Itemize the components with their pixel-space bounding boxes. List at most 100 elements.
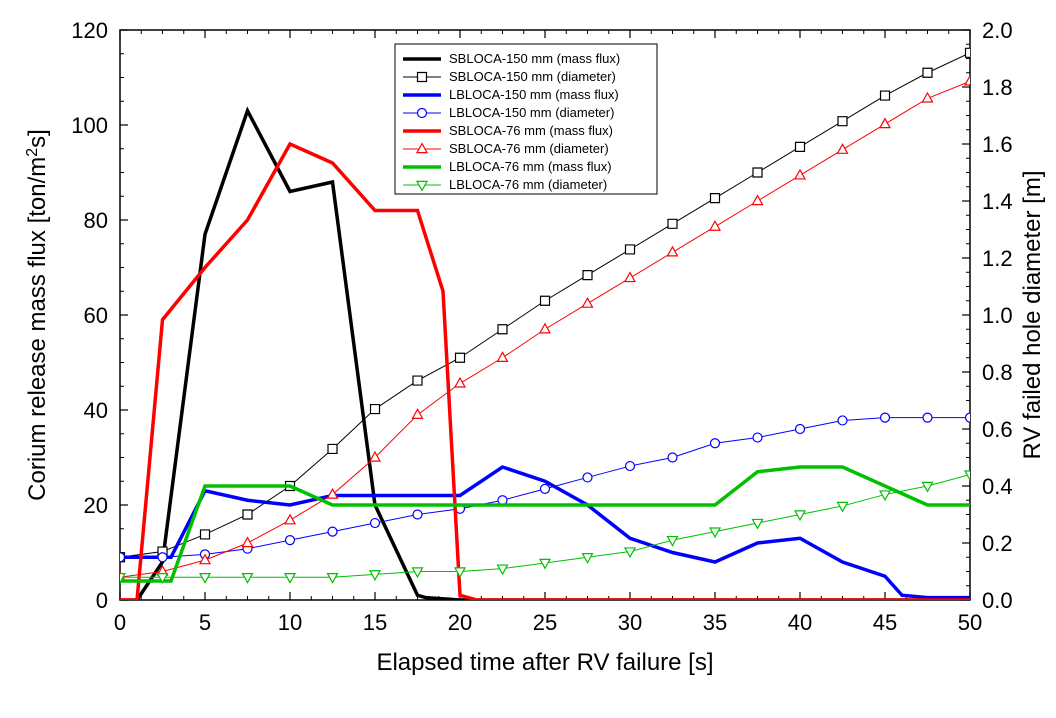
- y-right-tick-label: 0.8: [982, 360, 1013, 385]
- marker: [966, 413, 975, 422]
- legend-label: LBLOCA-76 mm (mass flux): [449, 159, 612, 174]
- marker: [583, 271, 592, 280]
- marker: [626, 245, 635, 254]
- marker: [285, 574, 295, 583]
- marker: [880, 119, 890, 128]
- marker: [541, 296, 550, 305]
- x-tick-label: 30: [618, 610, 642, 635]
- x-axis-label: Elapsed time after RV failure [s]: [376, 649, 713, 676]
- y-left-tick-label: 40: [84, 398, 108, 423]
- marker: [328, 489, 338, 498]
- marker: [583, 473, 592, 482]
- marker: [923, 68, 932, 77]
- marker: [668, 453, 677, 462]
- chart-container: 0 5 10 15 20 25 30 35 40 45 50 0 20 40 60 80 100 120 0.0 0.…: [0, 0, 1056, 718]
- chart-svg: 0 5 10 15 20 25 30 35 40 45 50 0 20 40 60 80 100 120 0.0 0.…: [0, 0, 1056, 718]
- x-tick-label: 0: [114, 610, 126, 635]
- y-left-tick-label: 80: [84, 208, 108, 233]
- y-right-tick-label: 0.0: [982, 588, 1013, 613]
- y-right-tick-label: 1.6: [982, 132, 1013, 157]
- marker: [881, 91, 890, 100]
- y-right-tick-label: 2.0: [982, 18, 1013, 43]
- marker: [796, 142, 805, 151]
- legend-label: SBLOCA-150 mm (mass flux): [449, 51, 620, 66]
- marker: [711, 194, 720, 203]
- y-right-axis-label: RV failed hole diameter [m]: [1019, 170, 1046, 459]
- marker: [711, 439, 720, 448]
- marker: [371, 405, 380, 414]
- legend-label: LBLOCA-150 mm (mass flux): [449, 87, 619, 102]
- marker: [201, 530, 210, 539]
- y-left-axis-label: Corium release mass flux [ton/m2s]: [24, 129, 52, 501]
- marker: [795, 170, 805, 179]
- marker: [668, 219, 677, 228]
- y-right-tick-label: 1.4: [982, 189, 1013, 214]
- marker: [328, 527, 337, 536]
- x-tick-label: 25: [533, 610, 557, 635]
- marker: [626, 462, 635, 471]
- legend-label: LBLOCA-76 mm (diameter): [449, 177, 607, 192]
- x-tick-label: 35: [703, 610, 727, 635]
- marker: [456, 353, 465, 362]
- marker: [753, 196, 763, 205]
- marker: [116, 553, 125, 562]
- legend-label: SBLOCA-150 mm (diameter): [449, 69, 616, 84]
- marker: [328, 444, 337, 453]
- marker: [371, 519, 380, 528]
- x-tick-label: 40: [788, 610, 812, 635]
- x-tick-label: 50: [958, 610, 982, 635]
- y-left-tick-label: 60: [84, 303, 108, 328]
- marker: [455, 378, 465, 387]
- marker: [413, 510, 422, 519]
- legend-label: LBLOCA-150 mm (diameter): [449, 105, 614, 120]
- legend-label: SBLOCA-76 mm (mass flux): [449, 123, 613, 138]
- marker: [838, 117, 847, 126]
- marker: [541, 484, 550, 493]
- marker: [625, 273, 635, 282]
- x-tick-label: 20: [448, 610, 472, 635]
- marker: [838, 416, 847, 425]
- y-left-tick-label: 0: [96, 588, 108, 613]
- x-tick-label: 45: [873, 610, 897, 635]
- marker: [498, 352, 508, 361]
- legend: SBLOCA-150 mm (mass flux) SBLOCA-150 mm (…: [395, 44, 657, 194]
- x-tick-label: 15: [363, 610, 387, 635]
- y-right-tick-label: 1.8: [982, 75, 1013, 100]
- marker: [838, 144, 848, 153]
- y-right-tick-label: 0.6: [982, 417, 1013, 442]
- marker: [413, 568, 423, 577]
- marker: [923, 413, 932, 422]
- marker: [455, 568, 465, 577]
- marker: [158, 553, 167, 562]
- marker: [498, 565, 508, 574]
- marker: [200, 574, 210, 583]
- x-tick-label: 10: [278, 610, 302, 635]
- y-right-tick-label: 1.0: [982, 303, 1013, 328]
- marker: [966, 48, 975, 57]
- y-left-tick-label: 100: [71, 113, 108, 138]
- y-left-tick-label: 120: [71, 18, 108, 43]
- y-right-tick-label: 0.4: [982, 474, 1013, 499]
- series-sbloca76_flux: [120, 144, 970, 600]
- marker: [285, 515, 295, 524]
- y-right-tick-label: 1.2: [982, 246, 1013, 271]
- marker: [498, 325, 507, 334]
- x-tick-label: 5: [199, 610, 211, 635]
- marker: [328, 574, 338, 583]
- marker: [965, 76, 975, 85]
- marker: [286, 536, 295, 545]
- marker: [583, 298, 593, 307]
- marker: [243, 538, 253, 547]
- marker: [881, 413, 890, 422]
- marker: [413, 409, 423, 418]
- marker: [668, 247, 678, 256]
- marker: [370, 571, 380, 580]
- marker: [753, 168, 762, 177]
- marker: [413, 376, 422, 385]
- legend-label: SBLOCA-76 mm (diameter): [449, 141, 609, 156]
- y-left-tick-label: 20: [84, 493, 108, 518]
- y-right-tick-label: 0.2: [982, 531, 1013, 556]
- marker: [796, 425, 805, 434]
- marker: [540, 324, 550, 333]
- marker: [753, 433, 762, 442]
